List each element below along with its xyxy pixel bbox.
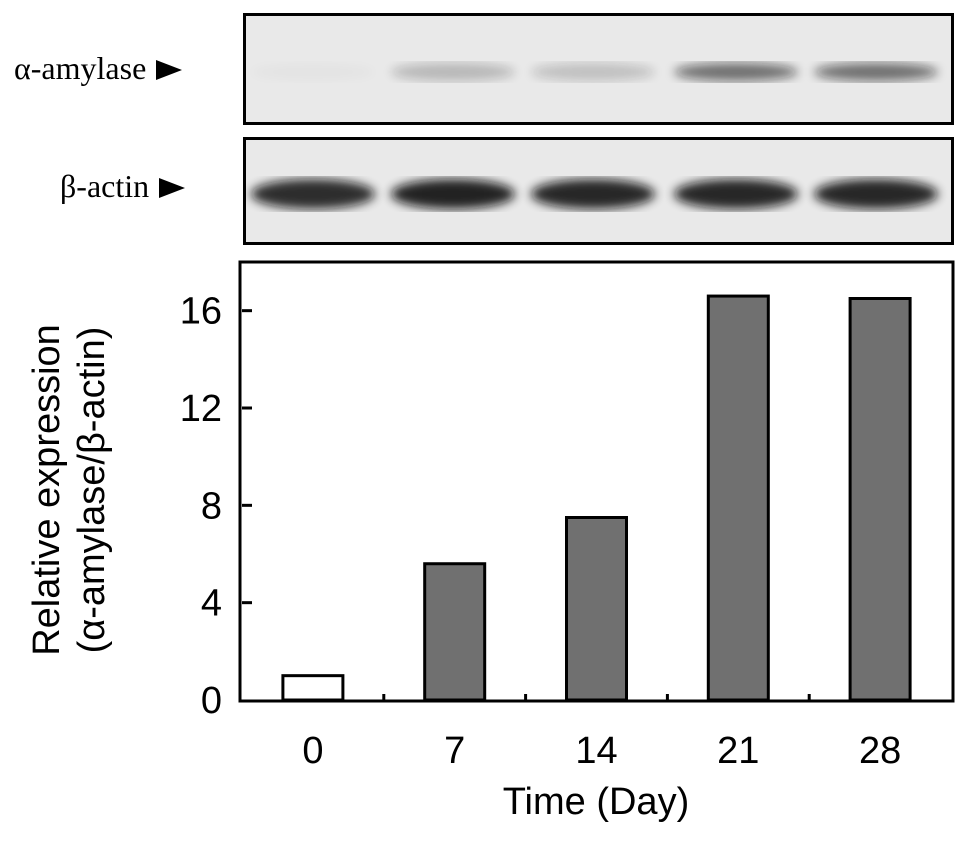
y-tick-label: 8 [201,485,222,527]
blot-label-text: β-actin [60,168,150,204]
blot-band [531,179,655,209]
bar-day-0 [281,674,345,702]
arrowhead-icon [156,59,183,80]
blot-band [814,179,938,209]
blot-row-label-alpha-amylase: α-amylase [14,50,183,86]
blot-panel-beta-actin [243,137,954,245]
y-axis-title-line1: Relative expression [26,324,68,656]
blot-band [674,179,798,209]
blot-image [246,16,951,122]
arrowhead-icon [159,177,186,198]
blot-label-text: α-amylase [14,50,147,86]
blot-band [251,179,375,209]
y-tick-label: 4 [201,583,222,625]
blot-band [391,179,515,209]
bar-day-7 [423,562,487,702]
blot-image [246,140,951,242]
blot-band [814,63,938,81]
bar-day-21 [706,294,770,702]
blot-panel-alpha-amylase [243,13,954,125]
x-tick-label: 0 [302,730,323,772]
y-tick-label: 12 [180,388,222,430]
bar-day-28 [848,297,912,702]
x-tick-label: 14 [575,730,617,772]
blot-band [391,63,515,81]
x-tick-label: 28 [859,730,901,772]
x-tick-label: 21 [717,730,759,772]
y-tick-label: 0 [201,680,222,722]
bar-day-14 [565,516,628,702]
x-axis-title: Time (Day) [503,781,689,823]
blot-band [531,63,655,81]
y-axis-title-line2: (α-amylase/β-actin) [71,327,113,654]
blot-band [674,63,798,81]
x-tick-label: 7 [444,730,465,772]
blot-row-label-beta-actin: β-actin [60,168,186,204]
y-tick-label: 16 [180,291,222,333]
